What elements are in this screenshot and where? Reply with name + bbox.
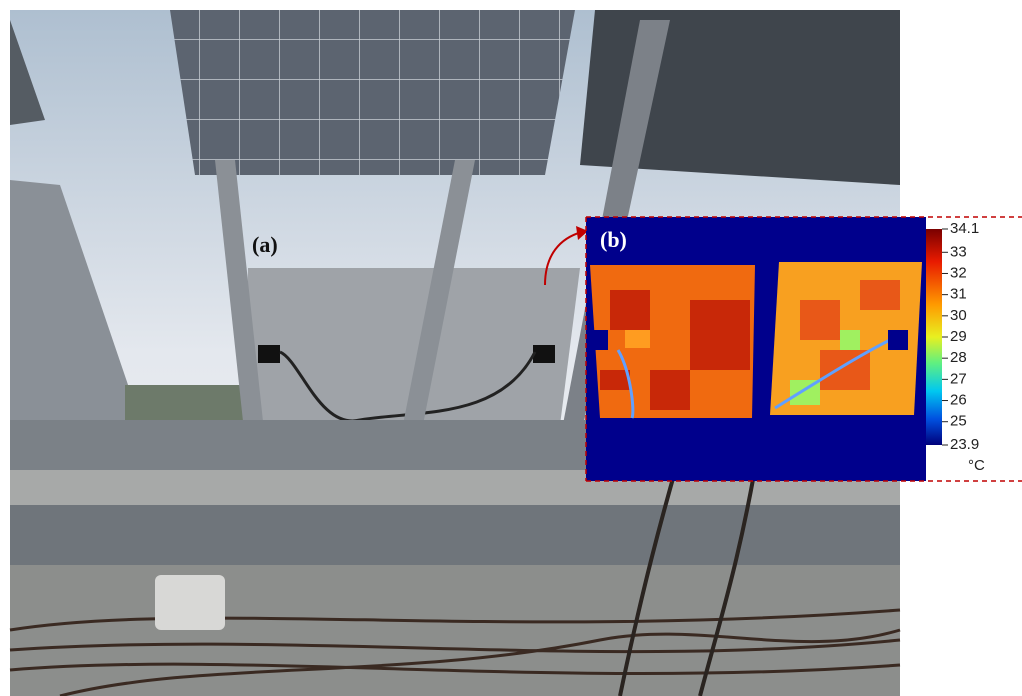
colorbar-tick-label: 25 [950, 413, 967, 430]
colorbar-tick-label: 23.9 [950, 436, 979, 453]
colorbar-tick-label: 30 [950, 307, 967, 324]
figure: (a) (b) °C 34.1 33 32 31 30 29 28 27 26 25 23.9 [0, 0, 1022, 696]
colorbar-tick-label: 26 [950, 391, 967, 408]
page: (a) (b) °C 34.133323130292827262523.9 ((… [0, 0, 1022, 696]
colorbar-tick-label: 33 [950, 243, 967, 260]
thermal-image [586, 217, 926, 481]
panel-label: (b) [600, 227, 627, 252]
colorbar-tick-label: 28 [950, 349, 967, 366]
colorbar-tick-label: 32 [950, 264, 967, 281]
colorbar-unit: °C [968, 457, 985, 474]
colorbar-tick-label: 31 [950, 286, 967, 303]
colorbar-tick-label: 27 [950, 370, 967, 387]
colorbar-tick-label: 34.1 [950, 220, 979, 237]
colorbar [926, 229, 942, 445]
colorbar-tick-label: 29 [950, 328, 967, 345]
panel-label: (a) [252, 232, 278, 257]
